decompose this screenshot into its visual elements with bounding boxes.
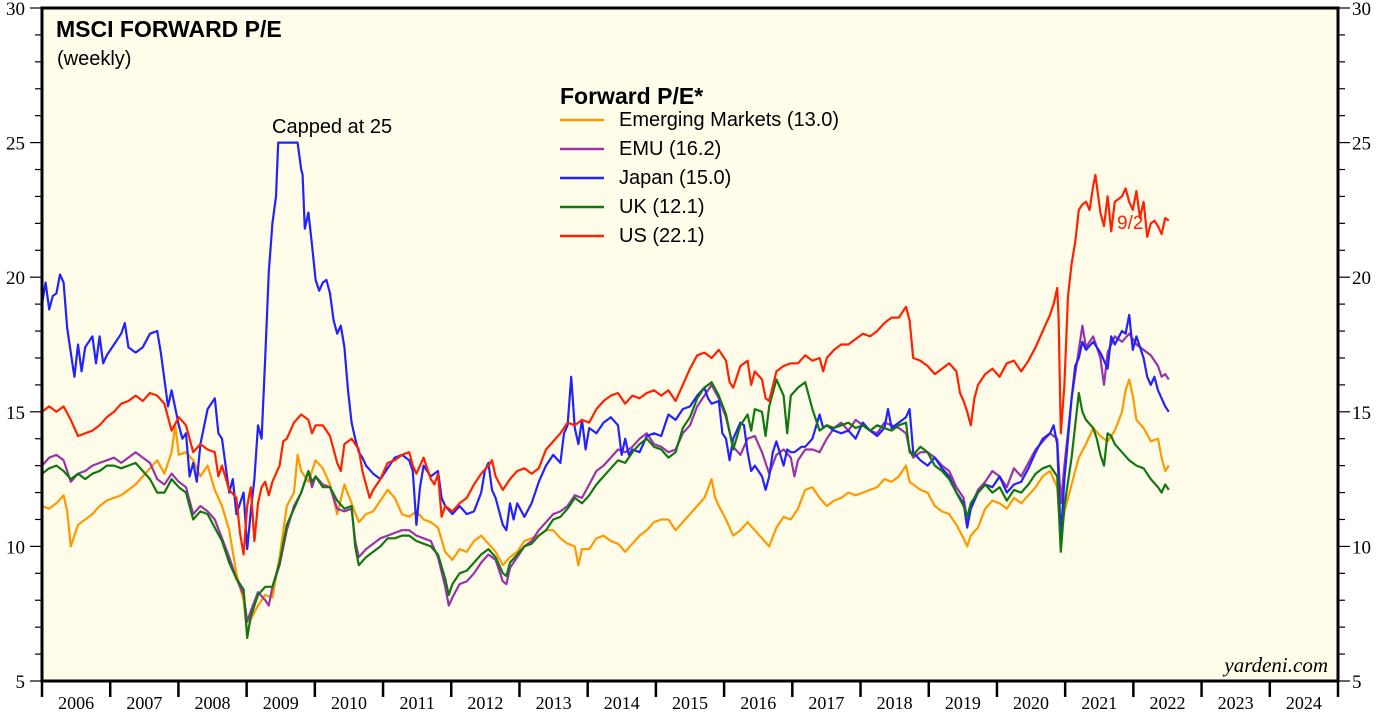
x-tick-label: 2021 [1081, 693, 1117, 713]
series-layer [40, 141, 1170, 640]
x-tick-label: 2008 [195, 693, 231, 713]
latest-date-annotation: 9/2 [1117, 213, 1143, 234]
x-tick-label: 2019 [945, 693, 981, 713]
x-tick-label: 2007 [126, 693, 162, 713]
x-tick-label: 2011 [399, 693, 434, 713]
y-tick-label-right: 25 [1352, 134, 1371, 155]
capped-annotation: Capped at 25 [272, 116, 392, 138]
x-tick-label: 2006 [58, 693, 94, 713]
x-axis: 2006 2007 2008 2009 2010 2011 2012 2013 2014 2015… [40, 681, 1340, 713]
x-tick-label: 2012 [467, 693, 503, 713]
legend-label: US (22.1) [619, 225, 705, 247]
x-tick-label: 2010 [331, 693, 367, 713]
x-tick-label: 2024 [1286, 693, 1322, 713]
series-line-emerging-markets [41, 378, 1170, 634]
x-tick-label: 2013 [536, 693, 572, 713]
y-tick-label-right: 5 [1352, 672, 1362, 693]
y-tick-label-right: 30 [1352, 0, 1371, 20]
legend-label: UK (12.1) [619, 196, 705, 218]
x-tick-label: 2016 [740, 693, 776, 713]
x-tick-label: 2015 [672, 693, 708, 713]
x-tick-label: 2009 [263, 693, 299, 713]
series-line-japan [40, 141, 1170, 551]
chart-subtitle: (weekly) [57, 48, 131, 70]
y-axis-left: 5 10 15 20 25 30 [6, 0, 42, 693]
y-tick-label-left: 25 [6, 134, 25, 155]
y-axis-right: 5 10 15 20 25 30 [1338, 0, 1371, 693]
legend: Emerging Markets (13.0) EMU (16.2) Japan (… [560, 109, 839, 247]
legend-label: Japan (15.0) [619, 167, 731, 189]
x-tick-label: 2018 [877, 693, 913, 713]
watermark: yardeni.com [1222, 653, 1328, 677]
y-tick-label-right: 10 [1352, 537, 1371, 558]
y-tick-label-left: 20 [6, 268, 25, 289]
y-tick-label-right: 15 [1352, 403, 1371, 424]
legend-title: Forward P/E* [560, 83, 703, 109]
y-tick-label-left: 15 [6, 403, 25, 424]
x-tick-label: 2023 [1218, 693, 1254, 713]
y-tick-label-right: 20 [1352, 268, 1371, 289]
legend-label: Emerging Markets (13.0) [619, 109, 839, 131]
y-tick-label-left: 5 [16, 672, 26, 693]
plot-frame [40, 6, 1340, 683]
chart-title: MSCI FORWARD P/E [56, 16, 282, 42]
legend-label: EMU (16.2) [619, 138, 721, 160]
series-line-us [41, 173, 1170, 556]
x-tick-label: 2022 [1149, 693, 1185, 713]
series-line-uk [41, 378, 1170, 640]
plot-background [42, 8, 1338, 681]
x-tick-label: 2014 [604, 693, 640, 713]
y-tick-label-left: 10 [6, 537, 25, 558]
x-tick-label: 2017 [808, 693, 844, 713]
y-tick-label-left: 30 [6, 0, 25, 20]
x-tick-label: 2020 [1013, 693, 1049, 713]
